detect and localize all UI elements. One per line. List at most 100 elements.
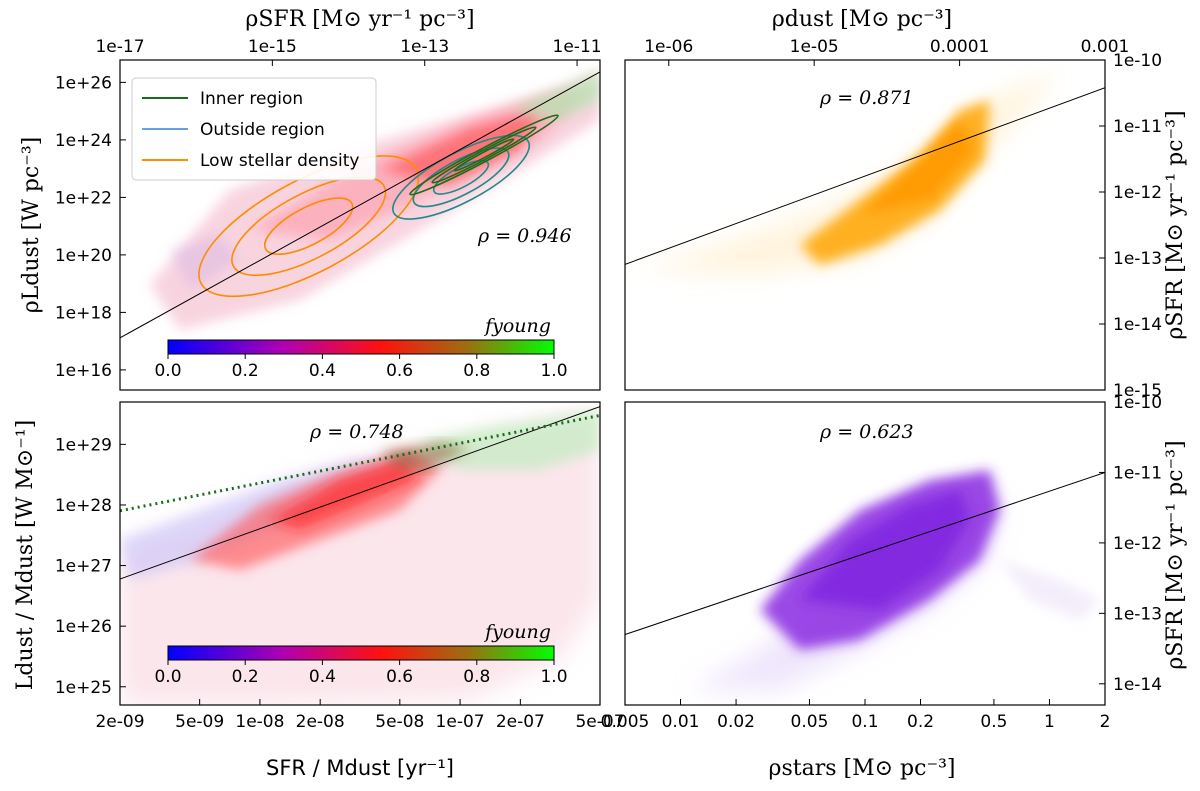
- panel-bottom-right: 0.005 0.01 0.02 0.05 0.1 0.2 0.5 1 21e-14 1e-13 1e…: [601, 393, 1188, 781]
- tl-left-axis-label: ρLdust [W pc⁻³]: [19, 137, 44, 314]
- tick-label: 1e-15: [248, 37, 297, 57]
- tr-fit-segment: [625, 87, 1105, 265]
- colorbar-tick-label: 0.6: [386, 361, 413, 381]
- tl-contours: [198, 114, 559, 298]
- tick-label: 1e+27: [55, 557, 112, 577]
- colorbar-tick-label: 0.0: [154, 667, 181, 687]
- tick-label: 1e+29: [55, 435, 112, 455]
- tick-label: 2e-08: [296, 712, 345, 732]
- tick-label: 1e+28: [55, 496, 112, 516]
- colorbar-tick-label: 0.2: [232, 361, 259, 381]
- colorbar-tick-label: 0.0: [154, 361, 181, 381]
- tick-label: 5e-08: [375, 712, 424, 732]
- tick-label: 1e-11: [553, 37, 602, 57]
- tick-label: 1e+26: [55, 73, 112, 93]
- br-axes: 0.005 0.01 0.02 0.05 0.1 0.2 0.5 1 21e-14 1e-13 1e…: [601, 393, 1162, 732]
- tl-legend: Inner region Outside region Low stellar …: [131, 77, 377, 181]
- tl-colorbar: fyoung 0.0 0.2 0.4 0.6 0.8 1.0: [154, 315, 567, 381]
- panel-top-right: 1e-06 1e-05 0.0001 0.001 1e-15 1e-14 1e-13 1e-1…: [624, 7, 1188, 401]
- tr-axes: 1e-06 1e-05 0.0001 0.001 1e-15 1e-14 1e-13 1e-1…: [644, 37, 1162, 401]
- bl-bottom-axis-label: SFR / Mdust [yr⁻¹]: [266, 756, 454, 780]
- tick-label: 1e-17: [95, 37, 144, 57]
- tick-label: 5e-09: [175, 712, 224, 732]
- tick-label: 1e+24: [55, 131, 112, 151]
- tick-label: 1e+22: [55, 188, 112, 208]
- bl-colorbar-gradient: [167, 645, 555, 661]
- tl-frame: [119, 59, 601, 391]
- br-bottom-axis-label: ρstars [M⊙ pc⁻³]: [769, 756, 956, 781]
- br-correlation: ρ = 0.623: [819, 421, 914, 443]
- contour-level: [263, 197, 354, 256]
- tick-label: 0.001: [1081, 37, 1130, 57]
- tick-label: 1e-15: [1113, 381, 1162, 401]
- tick-label: 0.02: [717, 712, 755, 732]
- legend-label-outside: Outside region: [200, 120, 325, 140]
- tick-label: 2e-07: [496, 712, 545, 732]
- bl-correlation: ρ = 0.748: [309, 421, 404, 443]
- bl-fit-segment: [120, 406, 600, 580]
- br-fit-segment: [625, 471, 1105, 636]
- panel-bottom-left: 2e-09 5e-09 1e-08 2e-08 5e-08 1e-07 2e-07 5e-07…: [13, 401, 625, 780]
- colorbar-tick-label: 0.6: [386, 667, 413, 687]
- tl-colorbar-ticks: 0.0 0.2 0.4 0.6 0.8 1.0: [154, 354, 568, 381]
- tl-colorbar-gradient: [167, 339, 555, 355]
- bl-lines: [120, 406, 600, 580]
- tick-label: 1e-13: [1113, 249, 1162, 269]
- tl-colorbar-label: fyoung: [483, 315, 551, 337]
- tick-label: 1: [1044, 712, 1055, 732]
- tick-label: 0.1: [851, 712, 878, 732]
- tr-frame: [624, 59, 1106, 391]
- tick-label: 1e-10: [1113, 393, 1162, 413]
- tick-label: 0.005: [601, 712, 650, 732]
- tr-right-axis-label: ρSFR [M⊙ yr⁻¹ pc⁻³]: [1163, 110, 1188, 339]
- bl-frame: [119, 401, 601, 706]
- colorbar-tick-label: 0.4: [309, 667, 336, 687]
- tl-density-cloud: [150, 70, 600, 330]
- tick-label: 1e-13: [400, 37, 449, 57]
- tr-density-cloud: [640, 70, 1060, 275]
- tl-fit-line: [120, 71, 600, 339]
- tl-top-axis-label: ρSFR [M⊙ yr⁻¹ pc⁻³]: [245, 7, 474, 32]
- tl-fit-segment: [120, 71, 600, 339]
- colorbar-tick-label: 0.2: [232, 667, 259, 687]
- tick-label: 2: [1100, 712, 1111, 732]
- tick-label: 1e+16: [55, 361, 112, 381]
- contour-level: [231, 176, 387, 277]
- br-right-axis-label: ρSFR [M⊙ yr⁻¹ pc⁻³]: [1163, 440, 1188, 669]
- tick-label: 0.05: [791, 712, 829, 732]
- tick-label: 0.0001: [930, 37, 989, 57]
- tick-label: 1e-11: [1113, 463, 1162, 483]
- contour-level: [431, 126, 537, 184]
- tick-label: 1e-14: [1113, 315, 1162, 335]
- contour-level: [453, 138, 515, 172]
- tick-label: 1e-08: [235, 712, 284, 732]
- tr-fit-line: [625, 87, 1105, 265]
- tick-label: 1e-05: [790, 37, 839, 57]
- tick-label: 1e-06: [644, 37, 693, 57]
- bl-colorbar-label: fyoung: [483, 621, 551, 643]
- tick-label: 1e-14: [1113, 675, 1162, 695]
- tick-label: 0.01: [662, 712, 700, 732]
- contour-level: [198, 155, 420, 298]
- colorbar-tick-label: 0.8: [463, 667, 490, 687]
- colorbar-tick-label: 0.4: [309, 361, 336, 381]
- tick-label: 1e-11: [1113, 117, 1162, 137]
- tick-label: 5e-07: [575, 712, 624, 732]
- tick-label: 1e+20: [55, 246, 112, 266]
- contour-level: [409, 114, 559, 196]
- colorbar-tick-label: 1.0: [540, 361, 567, 381]
- tick-label: 1e+18: [55, 303, 112, 323]
- bl-left-axis-label: Ldust / Mdust [W M⊙⁻¹]: [13, 420, 38, 690]
- bl-colorbar-ticks: 0.0 0.2 0.4 0.6 0.8 1.0: [154, 660, 568, 687]
- colorbar-tick-label: 0.8: [463, 361, 490, 381]
- legend-box: [131, 77, 377, 181]
- tick-label: 1e+25: [55, 678, 112, 698]
- tick-label: 1e+26: [55, 617, 112, 637]
- bl-axes: 2e-09 5e-09 1e-08 2e-08 5e-08 1e-07 2e-07 5e-07…: [55, 435, 625, 732]
- tick-label: 1e-12: [1113, 534, 1162, 554]
- tick-label: 0.5: [980, 712, 1007, 732]
- panel-top-left: 1e-17 1e-15 1e-13 1e-11 1e+16 1e+18 1e+20 1e+22…: [19, 7, 602, 391]
- tick-label: 0.2: [907, 712, 934, 732]
- bl-colorbar: fyoung 0.0 0.2 0.4 0.6 0.8 1.0: [154, 621, 567, 687]
